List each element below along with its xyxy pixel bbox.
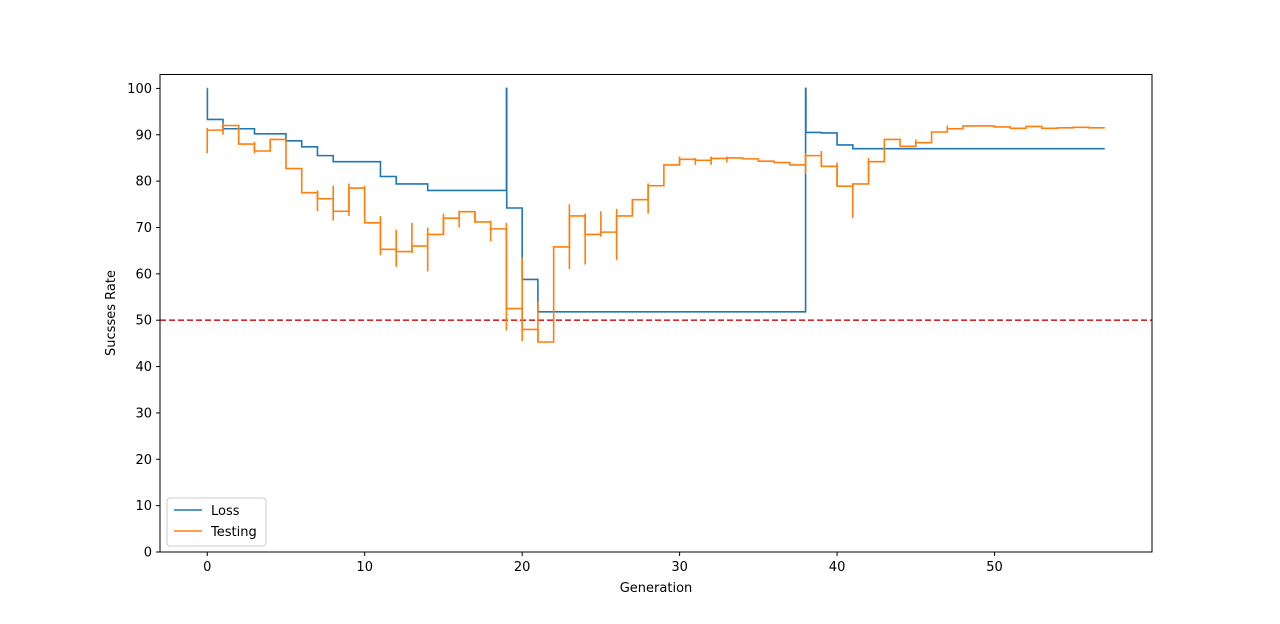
y-tick-label: 40 bbox=[135, 360, 152, 375]
y-tick-label: 100 bbox=[127, 82, 152, 97]
x-axis-label: Generation bbox=[620, 581, 693, 596]
y-tick-label: 30 bbox=[135, 406, 152, 421]
x-tick-label: 40 bbox=[829, 560, 846, 575]
x-tick-label: 20 bbox=[514, 560, 531, 575]
y-tick-label: 50 bbox=[135, 314, 152, 329]
series-line-loss bbox=[206, 87, 1105, 313]
legend-label-loss: Loss bbox=[211, 504, 240, 519]
x-axis-ticks: 0 10 20 30 40 50 bbox=[203, 552, 1003, 575]
y-tick-label: 0 bbox=[144, 546, 152, 561]
y-tick-label: 90 bbox=[135, 128, 152, 143]
y-tick-label: 20 bbox=[135, 453, 152, 468]
y-axis-ticks: 0 10 20 30 40 50 60 70 80 90 100 bbox=[127, 82, 160, 561]
y-axis-label: Sucsses Rate bbox=[104, 270, 119, 356]
x-tick-label: 10 bbox=[356, 560, 373, 575]
x-tick-label: 0 bbox=[203, 560, 211, 575]
y-tick-label: 80 bbox=[135, 175, 152, 190]
y-tick-label: 60 bbox=[135, 267, 152, 282]
plot-marks bbox=[160, 87, 1152, 343]
legend-label-testing: Testing bbox=[210, 525, 257, 540]
legend: Loss Testing bbox=[166, 497, 267, 547]
plot-frame bbox=[159, 74, 1153, 553]
series-line-testing bbox=[207, 124, 1105, 343]
x-tick-label: 30 bbox=[671, 560, 688, 575]
y-tick-label: 10 bbox=[135, 499, 152, 514]
x-tick-label: 50 bbox=[986, 560, 1003, 575]
y-tick-label: 70 bbox=[135, 221, 152, 236]
